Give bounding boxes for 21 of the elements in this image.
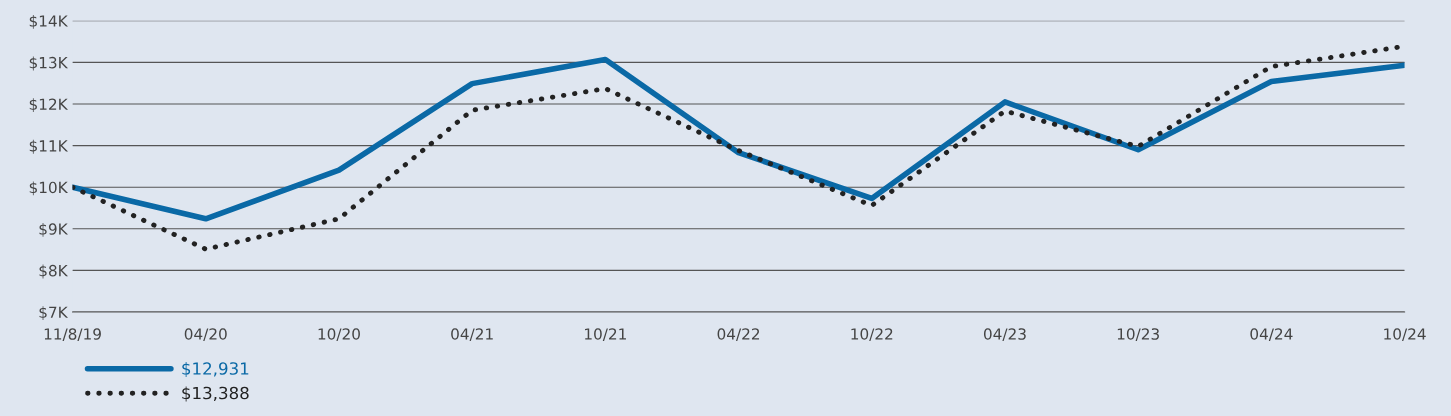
y-tick-label: $13K: [29, 56, 69, 71]
x-tick-label: 10/22: [851, 328, 893, 341]
x-tick-label: 10/23: [1117, 328, 1159, 341]
x-tick-label: 04/22: [717, 328, 760, 341]
x-tick-label: 04/23: [983, 328, 1026, 341]
y-tick-label: $11K: [29, 139, 69, 154]
y-tick-label: $9K: [39, 223, 69, 237]
x-tick-label: 04/21: [451, 328, 493, 341]
x-tick-label: 04/20: [184, 328, 227, 341]
y-tick-label: $14K: [29, 15, 69, 29]
x-tick-label: 11/8/19: [44, 328, 101, 341]
x-tick-label: 10/24: [1384, 328, 1426, 341]
y-tick-label: $8K: [39, 264, 69, 279]
y-tick-label: $12K: [29, 98, 69, 113]
x-tick-label: 10/21: [585, 328, 626, 341]
y-tick-label: $10K: [29, 181, 69, 196]
x-tick-label: 04/24: [1250, 328, 1293, 341]
x-tick-label: 10/20: [318, 328, 360, 341]
legend-label: $13,388: [182, 386, 249, 402]
legend-label: $12,931: [182, 361, 249, 378]
y-tick-label: $7K: [39, 306, 69, 321]
